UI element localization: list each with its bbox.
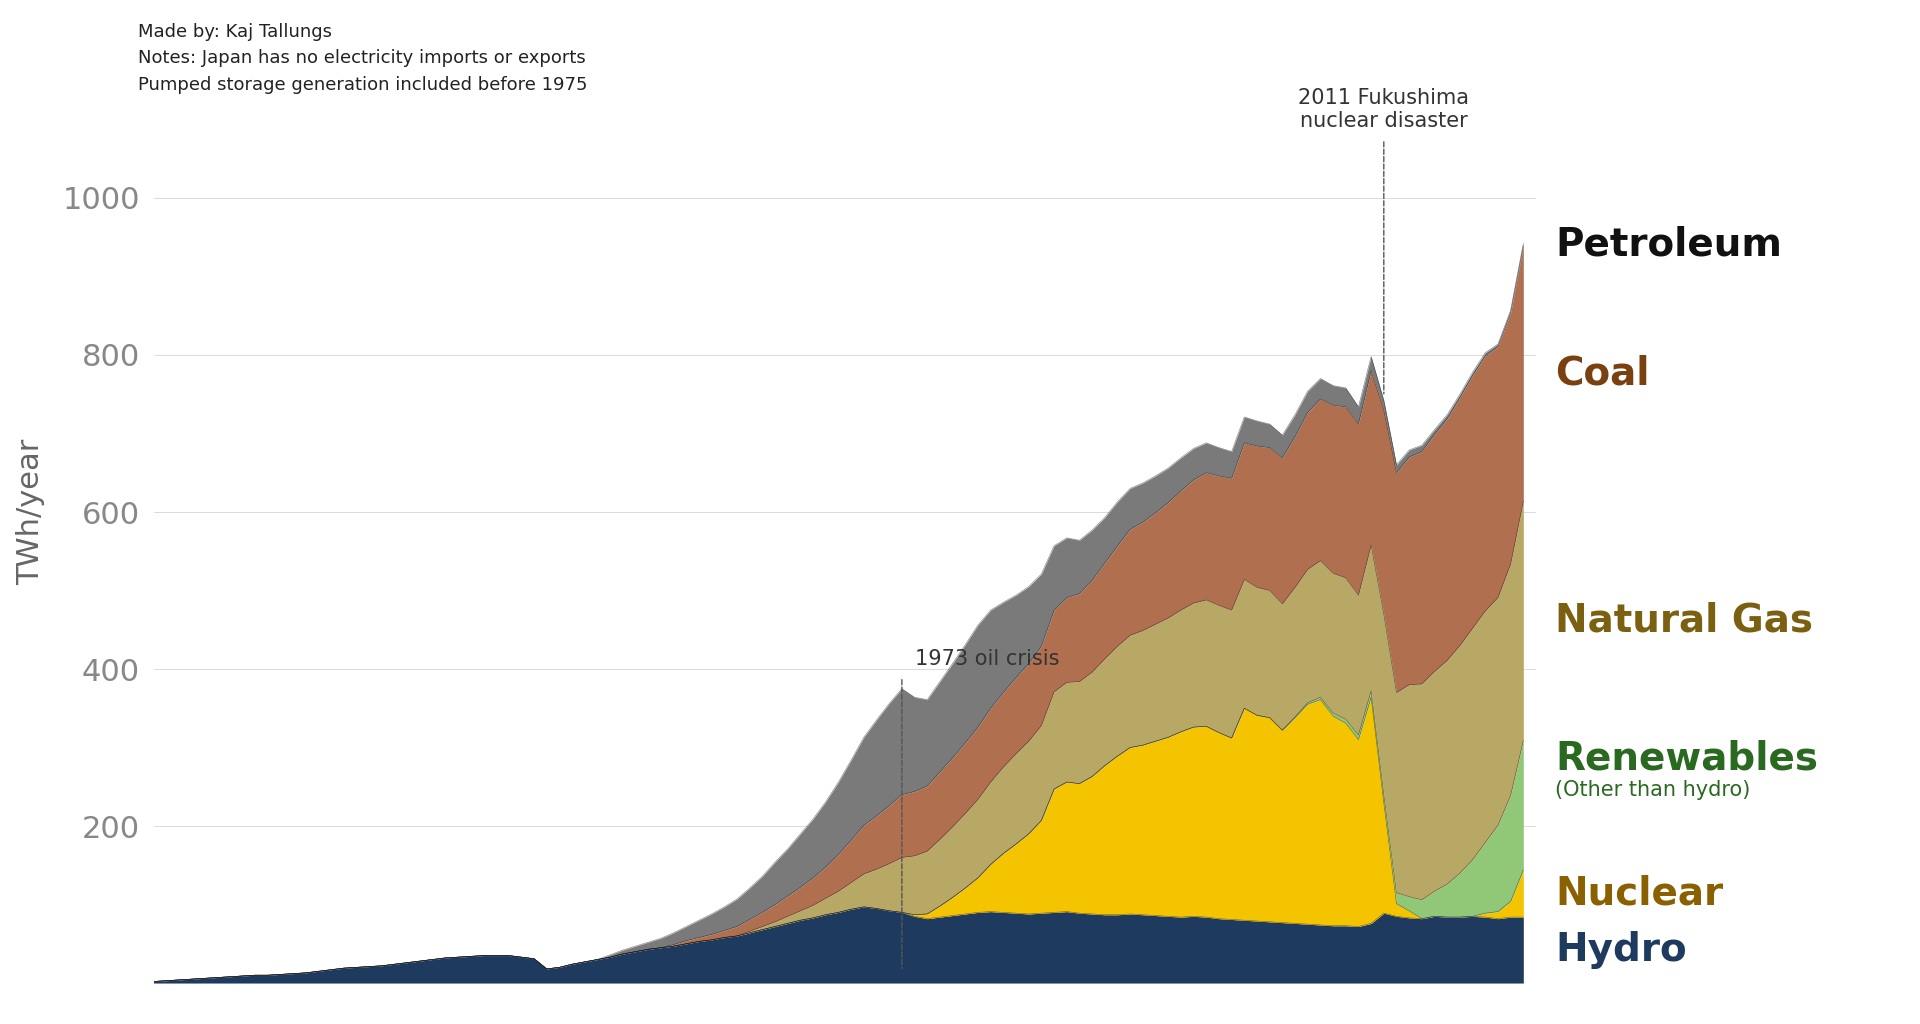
Text: (Other than hydro): (Other than hydro)	[1555, 779, 1751, 800]
Text: Notes: Japan has no electricity imports or exports: Notes: Japan has no electricity imports …	[138, 49, 586, 68]
Text: Petroleum: Petroleum	[1555, 225, 1782, 264]
Text: Nuclear: Nuclear	[1555, 874, 1722, 912]
Text: Natural Gas: Natural Gas	[1555, 602, 1812, 640]
Y-axis label: TWh/year: TWh/year	[17, 439, 46, 585]
Text: 2011 Fukushima
nuclear disaster: 2011 Fukushima nuclear disaster	[1298, 88, 1469, 131]
Text: Renewables: Renewables	[1555, 739, 1818, 777]
Text: 1973 oil crisis: 1973 oil crisis	[914, 649, 1060, 669]
Text: Made by: Kaj Tallungs: Made by: Kaj Tallungs	[138, 23, 332, 41]
Text: Coal: Coal	[1555, 354, 1649, 392]
Text: Pumped storage generation included before 1975: Pumped storage generation included befor…	[138, 76, 588, 94]
Text: Hydro: Hydro	[1555, 931, 1686, 969]
